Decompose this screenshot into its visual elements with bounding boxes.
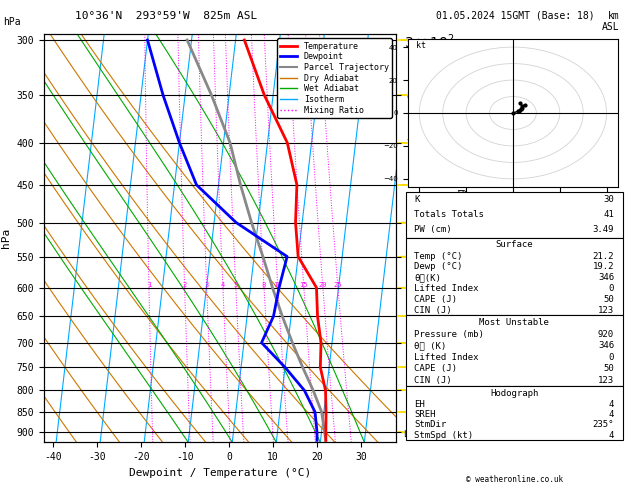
Text: θᴇ(K): θᴇ(K)	[415, 273, 442, 282]
Text: 2: 2	[182, 281, 187, 288]
Text: 3.49: 3.49	[593, 226, 614, 234]
Text: ASL: ASL	[602, 22, 620, 32]
Text: 4: 4	[609, 431, 614, 440]
Text: Lifted Index: Lifted Index	[415, 353, 479, 362]
Text: 1: 1	[147, 281, 151, 288]
Text: km: km	[608, 11, 620, 21]
Text: 10°36'N  293°59'W  825m ASL: 10°36'N 293°59'W 825m ASL	[75, 11, 258, 21]
Text: CIN (J): CIN (J)	[415, 306, 452, 314]
Text: Pressure (mb): Pressure (mb)	[415, 330, 484, 339]
Text: 15: 15	[299, 281, 308, 288]
Text: 4: 4	[609, 410, 614, 419]
Text: CAPE (J): CAPE (J)	[415, 364, 457, 373]
Text: 8: 8	[262, 281, 266, 288]
Text: 25: 25	[334, 281, 342, 288]
Text: 5: 5	[233, 281, 238, 288]
Text: 4: 4	[221, 281, 225, 288]
X-axis label: Dewpoint / Temperature (°C): Dewpoint / Temperature (°C)	[129, 468, 311, 478]
Text: Temp (°C): Temp (°C)	[415, 252, 463, 260]
Text: 50: 50	[603, 364, 614, 373]
Text: 30: 30	[603, 195, 614, 204]
Text: SREH: SREH	[415, 410, 436, 419]
Text: 346: 346	[598, 273, 614, 282]
Text: Most Unstable: Most Unstable	[479, 318, 549, 327]
Text: EH: EH	[415, 400, 425, 409]
Text: 235°: 235°	[593, 420, 614, 430]
Text: θᴇ (K): θᴇ (K)	[415, 341, 447, 350]
Bar	[406, 238, 623, 315]
Text: StmSpd (kt): StmSpd (kt)	[415, 431, 474, 440]
Text: kt: kt	[416, 41, 426, 50]
Text: hPa: hPa	[3, 17, 21, 27]
Text: 0: 0	[609, 353, 614, 362]
Text: LCL: LCL	[403, 430, 418, 439]
Text: StmDir: StmDir	[415, 420, 447, 430]
Legend: Temperature, Dewpoint, Parcel Trajectory, Dry Adiabat, Wet Adiabat, Isotherm, Mi: Temperature, Dewpoint, Parcel Trajectory…	[277, 38, 392, 118]
Text: Totals Totals: Totals Totals	[415, 210, 484, 219]
Text: 19.2: 19.2	[593, 262, 614, 272]
Y-axis label: hPa: hPa	[1, 228, 11, 248]
Text: 0: 0	[609, 284, 614, 293]
Text: 21.2: 21.2	[593, 252, 614, 260]
Text: 123: 123	[598, 376, 614, 385]
Text: Surface: Surface	[496, 241, 533, 249]
Y-axis label: Mixing Ratio (g/kg): Mixing Ratio (g/kg)	[457, 182, 467, 294]
Text: © weatheronline.co.uk: © weatheronline.co.uk	[465, 475, 563, 484]
Text: 10: 10	[274, 281, 282, 288]
Bar	[406, 315, 623, 386]
Text: 50: 50	[603, 295, 614, 304]
Text: 920: 920	[598, 330, 614, 339]
Text: PW (cm): PW (cm)	[415, 226, 452, 234]
Bar	[406, 192, 623, 238]
Text: Hodograph: Hodograph	[490, 389, 538, 398]
Text: Dewp (°C): Dewp (°C)	[415, 262, 463, 272]
Text: 3: 3	[204, 281, 209, 288]
Text: 346: 346	[598, 341, 614, 350]
Text: 01.05.2024 15GMT (Base: 18): 01.05.2024 15GMT (Base: 18)	[437, 11, 595, 21]
Text: 20: 20	[319, 281, 327, 288]
Bar	[406, 386, 623, 440]
Text: CAPE (J): CAPE (J)	[415, 295, 457, 304]
Text: CIN (J): CIN (J)	[415, 376, 452, 385]
Text: 4: 4	[609, 400, 614, 409]
Text: K: K	[415, 195, 420, 204]
Text: 123: 123	[598, 306, 614, 314]
Text: Lifted Index: Lifted Index	[415, 284, 479, 293]
Text: 41: 41	[603, 210, 614, 219]
